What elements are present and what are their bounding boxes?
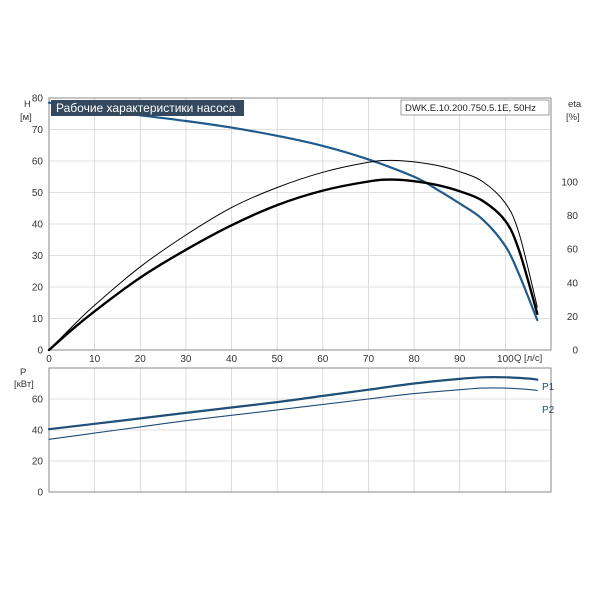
eta-tick-label: 0 xyxy=(572,346,578,357)
head-tick-label: 0 xyxy=(37,346,43,357)
series-label-p2: P2 xyxy=(542,405,555,416)
head-panel-frame xyxy=(48,97,552,351)
power-tick-label: 0 xyxy=(37,488,43,499)
eta-tick-label: 100 xyxy=(561,178,578,189)
x-tick-label: 80 xyxy=(409,354,421,365)
power-panel-tick-labels: 0 20 40 60 xyxy=(32,395,44,499)
power-tick-label: 60 xyxy=(32,395,44,406)
head-tick-label: 60 xyxy=(32,157,44,168)
x-tick-label: 40 xyxy=(226,354,238,365)
x-tick-label: 90 xyxy=(454,354,466,365)
efficiency-curve-thin xyxy=(48,159,538,351)
head-panel-tick-labels: 0 10 20 30 40 50 60 70 80 90 100 0 10 20 30 40 50 60 70 80 0… xyxy=(32,94,579,366)
power-tick-label: 20 xyxy=(32,457,44,468)
eta-axis-unit: [%] xyxy=(566,112,580,123)
power-axis-label: P xyxy=(20,367,26,378)
head-tick-label: 30 xyxy=(32,251,44,262)
head-tick-label: 20 xyxy=(32,283,44,294)
model-label-box xyxy=(400,99,550,116)
x-tick-label: 10 xyxy=(89,354,101,365)
power-tick-label: 40 xyxy=(32,426,44,437)
head-tick-label: 40 xyxy=(32,220,44,231)
model-label: DWK.E.10.200.750.5.1E, 50Hz xyxy=(405,103,536,114)
head-tick-label: 80 xyxy=(32,94,44,105)
x-tick-label: 100 xyxy=(497,354,514,365)
x-tick-label: 0 xyxy=(46,354,52,365)
power-axis-unit: [кВт] xyxy=(14,379,34,390)
x-tick-label: 30 xyxy=(180,354,192,365)
head-panel-series xyxy=(47,101,539,352)
x-tick-label: 20 xyxy=(135,354,147,365)
eta-tick-label: 20 xyxy=(567,312,579,323)
head-axis-unit: [м] xyxy=(20,112,32,123)
head-axis-label: H xyxy=(24,99,31,110)
x-tick-label: 60 xyxy=(317,354,329,365)
x-tick-label: 70 xyxy=(363,354,375,365)
x-tick-label: 50 xyxy=(272,354,284,365)
flow-axis-label: Q xyxy=(514,353,521,364)
head-tick-label: 70 xyxy=(32,125,44,136)
eta-tick-label: 80 xyxy=(567,211,579,222)
chart-title-box xyxy=(51,100,244,116)
series-label-p1: P1 xyxy=(542,382,555,393)
efficiency-curve-thick xyxy=(47,178,539,352)
flow-axis-unit: [л/с] xyxy=(524,353,542,364)
head-tick-label: 10 xyxy=(32,314,44,325)
eta-axis-label: eta xyxy=(568,99,582,110)
eta-tick-label: 40 xyxy=(567,278,579,289)
power-panel-series xyxy=(47,376,539,440)
chart-title: Рабочие характеристики насоса xyxy=(56,101,236,115)
power-curve-p2 xyxy=(48,387,538,440)
head-curve xyxy=(47,101,539,322)
eta-tick-label: 60 xyxy=(567,245,579,256)
head-tick-label: 50 xyxy=(32,188,44,199)
power-curve-p1 xyxy=(47,376,539,431)
